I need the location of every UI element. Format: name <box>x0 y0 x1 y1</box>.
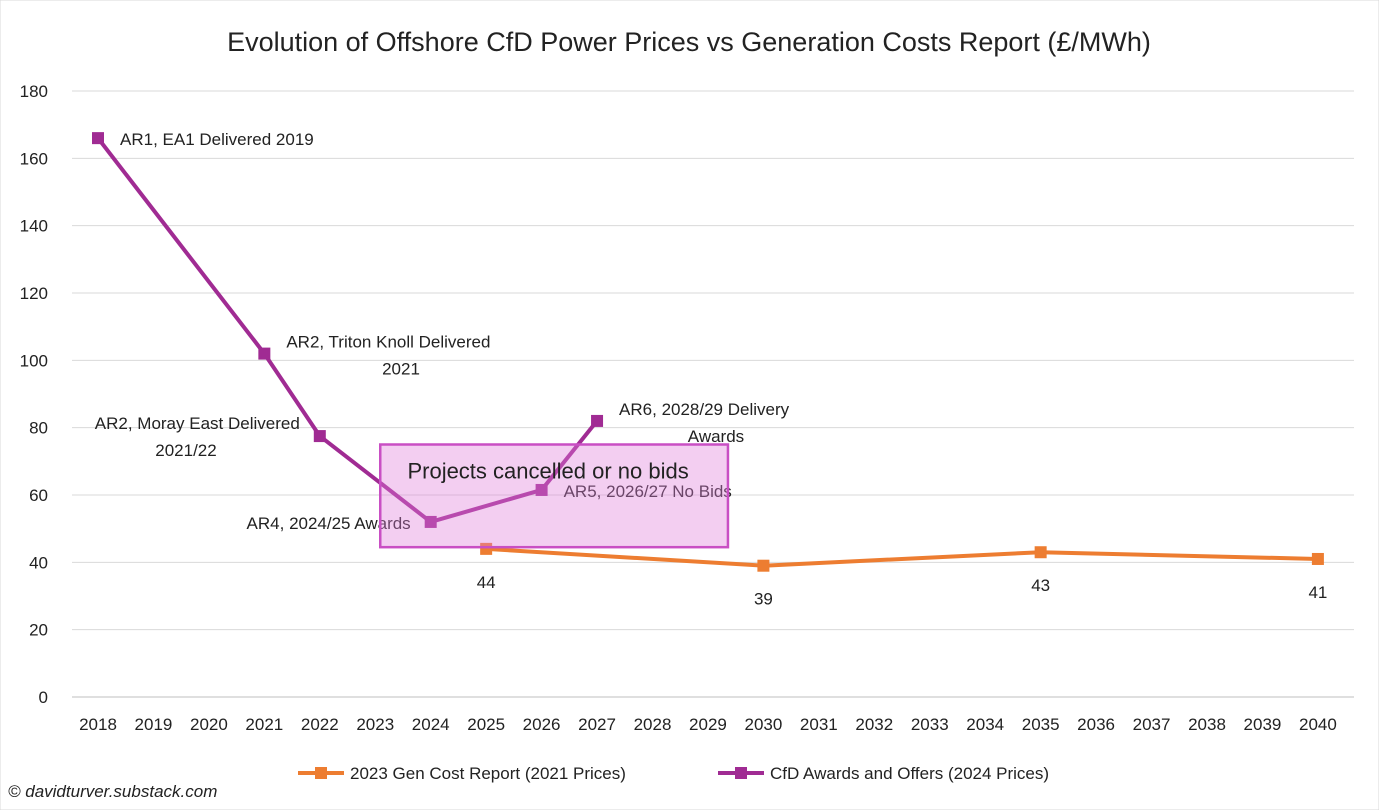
x-tick-label: 2036 <box>1077 715 1115 734</box>
data-point-marker <box>1034 546 1047 559</box>
data-label: AR2, Triton Knoll Delivered <box>286 333 490 352</box>
data-label: AR5, 2026/27 No Bids <box>564 482 732 501</box>
x-tick-label: 2032 <box>855 715 893 734</box>
data-point-marker <box>313 430 326 443</box>
x-tick-label: 2027 <box>578 715 616 734</box>
data-label: 2021 <box>382 360 420 379</box>
x-tick-label: 2031 <box>800 715 838 734</box>
series-line-1 <box>96 136 599 524</box>
x-tick-label: 2026 <box>523 715 561 734</box>
x-tick-label: 2025 <box>467 715 505 734</box>
x-tick-label: 2040 <box>1299 715 1337 734</box>
legend-label-1: CfD Awards and Offers (2024 Prices) <box>770 764 1049 783</box>
data-label: AR6, 2028/29 Delivery <box>619 400 790 419</box>
y-tick-label: 80 <box>29 419 48 438</box>
data-label: AR1, EA1 Delivered 2019 <box>120 130 314 149</box>
y-tick-label: 160 <box>20 149 48 168</box>
data-label: 44 <box>477 573 496 592</box>
data-label: 43 <box>1031 576 1050 595</box>
data-labels: 44 39 43 41 AR1, EA1 Delivered 2019 AR2, Trit… <box>95 130 1328 609</box>
legend: 2023 Gen Cost Report (2021 Prices) CfD Aw… <box>298 764 1049 783</box>
x-tick-label: 2018 <box>79 715 117 734</box>
series-markers <box>92 132 1324 572</box>
y-tick-label: 60 <box>29 486 48 505</box>
y-tick-label: 100 <box>20 351 48 370</box>
x-tick-label: 2035 <box>1022 715 1060 734</box>
data-point-marker <box>92 132 104 145</box>
x-tick-label: 2029 <box>689 715 727 734</box>
data-label: 2021/22 <box>155 441 216 460</box>
series-lines <box>96 136 1318 568</box>
x-tick-label: 2021 <box>245 715 283 734</box>
x-tick-label: 2022 <box>301 715 339 734</box>
data-label: Awards <box>688 427 744 446</box>
data-label: 39 <box>754 590 773 609</box>
y-tick-label: 140 <box>20 217 48 236</box>
legend-label-0: 2023 Gen Cost Report (2021 Prices) <box>350 764 626 783</box>
data-label: AR2, Moray East Delivered <box>95 414 300 433</box>
series-line-0 <box>486 546 1318 568</box>
x-tick-label: 2033 <box>911 715 949 734</box>
annotation-box-layer: Projects cancelled or no bids <box>379 443 730 549</box>
y-tick-label: 0 <box>39 688 48 707</box>
x-tick-label: 2019 <box>135 715 173 734</box>
legend-marker-0 <box>315 767 327 779</box>
y-tick-label: 120 <box>20 284 48 303</box>
legend-marker-1 <box>735 767 747 779</box>
x-tick-label: 2020 <box>190 715 228 734</box>
x-tick-label: 2030 <box>744 715 782 734</box>
x-tick-label: 2023 <box>356 715 394 734</box>
annotation-box <box>379 443 730 549</box>
x-tick-label: 2028 <box>634 715 672 734</box>
y-axis: 0 20 40 60 80 100 120 140 160 180 <box>20 82 48 707</box>
annotation-box-label: Projects cancelled or no bids <box>407 459 688 484</box>
y-tick-label: 20 <box>29 621 48 640</box>
data-point-marker <box>757 559 770 572</box>
copyright-text: © davidturver.substack.com <box>8 782 217 801</box>
data-point-marker <box>480 542 493 555</box>
chart-title: Evolution of Offshore CfD Power Prices v… <box>227 27 1151 57</box>
data-point-marker <box>424 515 437 528</box>
y-tick-label: 40 <box>29 553 48 572</box>
data-point-marker <box>535 483 548 496</box>
x-tick-label: 2024 <box>412 715 450 734</box>
data-label: AR4, 2024/25 Awards <box>247 514 411 533</box>
x-axis: 2018 2019 2020 2021 2022 2023 2024 2025 2026 2027… <box>79 715 1337 734</box>
data-point-marker <box>1311 552 1324 565</box>
x-tick-label: 2038 <box>1188 715 1226 734</box>
data-point-marker <box>591 414 604 427</box>
data-label: 41 <box>1308 583 1327 602</box>
y-tick-label: 180 <box>20 82 48 101</box>
data-point-marker <box>258 347 271 360</box>
x-tick-label: 2034 <box>966 715 1004 734</box>
x-tick-label: 2039 <box>1244 715 1282 734</box>
x-tick-label: 2037 <box>1133 715 1171 734</box>
